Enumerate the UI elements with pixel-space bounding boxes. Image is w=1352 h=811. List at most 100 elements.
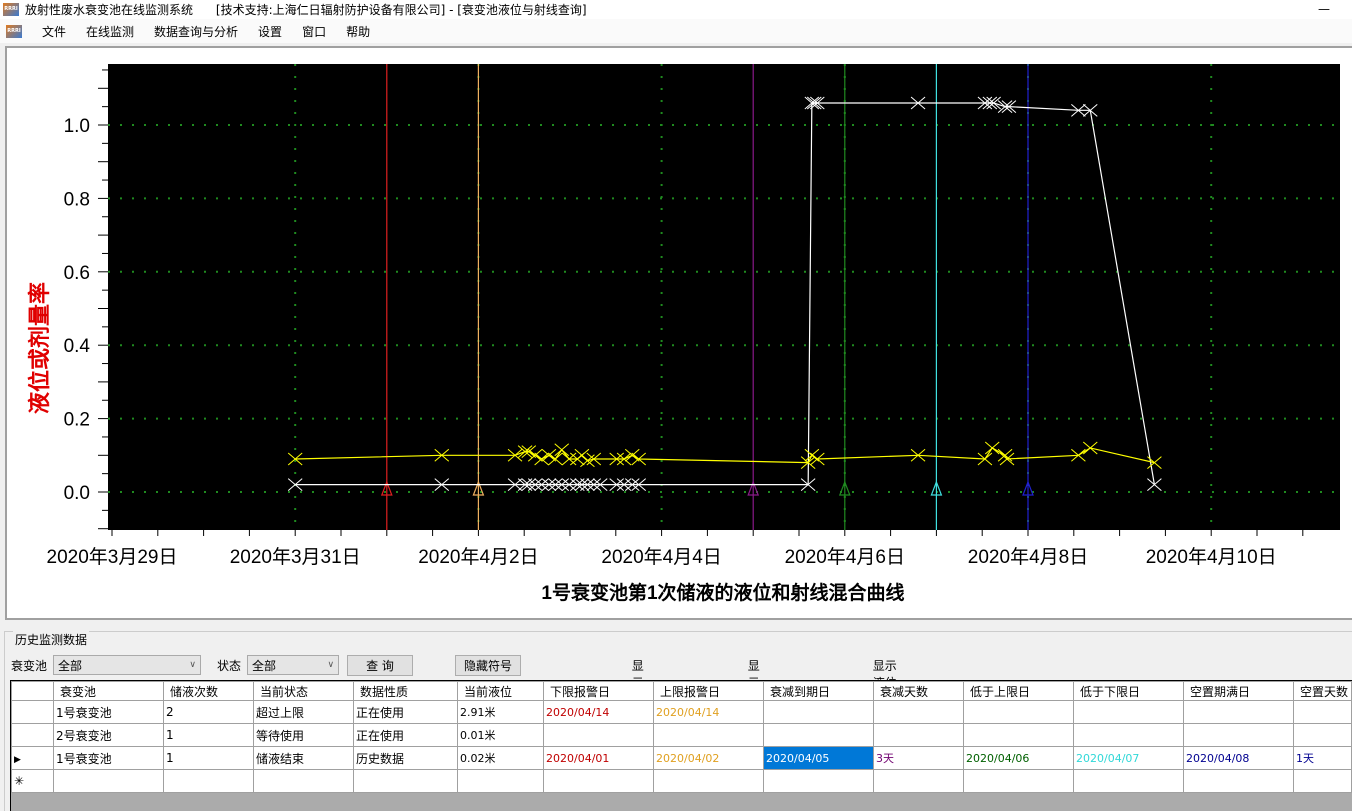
data-point-x-marker [624, 478, 640, 492]
row-header[interactable] [11, 723, 54, 747]
table-cell[interactable] [873, 700, 964, 724]
table-cell[interactable]: 2号衰变池 [53, 723, 164, 747]
table-cell[interactable]: 2020/04/05 [763, 746, 874, 770]
table-cell[interactable]: 1号衰变池 [53, 700, 164, 724]
table-cell[interactable] [653, 723, 764, 747]
table-cell[interactable] [543, 723, 654, 747]
data-point-x-marker [804, 96, 820, 110]
table-cell[interactable] [1183, 700, 1294, 724]
column-header[interactable]: 衰变池 [53, 681, 164, 701]
pool-select[interactable]: 全部 ∨ [53, 655, 202, 675]
header-row: 衰变池 储液次数 当前状态 数据性质 当前液位 下限报警日 上限报警日 衰减到期日 衰减天数 低于… [11, 681, 1352, 701]
table-cell[interactable]: 储液结束 [253, 746, 354, 770]
table-cell[interactable] [163, 769, 254, 793]
table-cell[interactable] [1293, 769, 1352, 793]
table-cell[interactable] [543, 769, 654, 793]
history-data-grid[interactable]: 衰变池 储液次数 当前状态 数据性质 当前液位 下限报警日 上限报警日 衰减到期日 衰减天数 低于… [10, 680, 1352, 811]
table-cell[interactable] [1183, 723, 1294, 747]
data-point-x-marker [910, 448, 926, 462]
table-cell[interactable]: 超过上限 [253, 700, 354, 724]
column-header[interactable]: 衰减到期日 [763, 681, 874, 701]
table-cell[interactable]: 1 [163, 723, 254, 747]
x-tick-label: 2020年3月29日 [47, 546, 178, 568]
table-cell[interactable] [457, 769, 544, 793]
table-cell[interactable] [1073, 723, 1184, 747]
menu-window[interactable]: 窗口 [302, 24, 327, 39]
table-cell[interactable]: 1 [163, 746, 254, 770]
column-header[interactable]: 低于上限日 [963, 681, 1074, 701]
table-cell[interactable]: 等待使用 [253, 723, 354, 747]
menu-settings[interactable]: 设置 [258, 24, 283, 39]
menu-bar: RRRI 文件 在线监测 数据查询与分析 设置 窗口 帮助 [0, 19, 1352, 43]
table-cell[interactable] [1293, 700, 1352, 724]
table-cell[interactable] [253, 769, 354, 793]
table-cell[interactable]: 2020/04/06 [963, 746, 1074, 770]
table-cell[interactable]: 2020/04/02 [653, 746, 764, 770]
table-cell[interactable]: 历史数据 [353, 746, 458, 770]
table-row[interactable]: 2号衰变池 1 等待使用 正在使用 0.01米 [11, 723, 1352, 747]
table-cell[interactable]: 正在使用 [353, 700, 458, 724]
table-cell[interactable] [763, 723, 874, 747]
table-cell[interactable]: 2020/04/14 [653, 700, 764, 724]
table-cell[interactable]: 0.02米 [457, 746, 544, 770]
table-cell[interactable]: 2020/04/08 [1183, 746, 1294, 770]
table-cell[interactable]: 2 [163, 700, 254, 724]
query-button[interactable]: 查 询 [347, 654, 414, 676]
column-header[interactable]: 空置期满日 [1183, 681, 1294, 701]
data-point-x-marker [434, 478, 450, 492]
data-point-x-marker [1071, 448, 1086, 462]
table-cell[interactable] [873, 723, 964, 747]
table-cell[interactable]: 3天 [873, 746, 964, 770]
menu-file[interactable]: 文件 [42, 24, 67, 39]
table-cell[interactable] [873, 769, 964, 793]
data-point-x-marker [586, 452, 602, 466]
table-cell[interactable] [1073, 700, 1184, 724]
table-cell[interactable] [353, 769, 458, 793]
mdi-child-icon[interactable]: RRRI [6, 24, 22, 38]
table-cell[interactable] [763, 700, 874, 724]
row-header[interactable] [11, 700, 54, 724]
new-row[interactable]: ✳ [11, 769, 1352, 793]
table-cell[interactable] [963, 723, 1074, 747]
column-header[interactable]: 空置天数 [1293, 681, 1352, 701]
column-header[interactable]: 衰减天数 [873, 681, 964, 701]
table-cell[interactable]: 1天 [1293, 746, 1352, 770]
menu-online-monitor[interactable]: 在线监测 [86, 24, 135, 39]
data-point-x-marker [977, 452, 993, 466]
table-cell[interactable] [1183, 769, 1294, 793]
table-cell[interactable]: 2020/04/01 [543, 746, 654, 770]
row-header[interactable]: ▶ [11, 746, 54, 770]
data-point-x-marker [561, 452, 577, 466]
table-cell[interactable]: 2.91米 [457, 700, 544, 724]
table-cell[interactable] [1073, 769, 1184, 793]
table-cell[interactable] [763, 769, 874, 793]
menu-help[interactable]: 帮助 [346, 24, 371, 39]
column-header[interactable]: 当前状态 [253, 681, 354, 701]
table-cell[interactable]: 1号衰变池 [53, 746, 164, 770]
column-header[interactable]: 储液次数 [163, 681, 254, 701]
table-cell[interactable]: 正在使用 [353, 723, 458, 747]
data-point-x-marker [569, 478, 585, 492]
column-header[interactable]: 低于下限日 [1073, 681, 1184, 701]
table-cell[interactable]: 2020/04/14 [543, 700, 654, 724]
table-row[interactable]: 1号衰变池 2 超过上限 正在使用 2.91米 2020/04/14 2020/04/14 [11, 700, 1352, 724]
hide-symbol-button[interactable]: 隐藏符号 [455, 654, 522, 676]
table-cell[interactable] [963, 700, 1074, 724]
table-cell[interactable] [53, 769, 164, 793]
column-header[interactable]: 当前液位 [457, 681, 544, 701]
menu-data-query[interactable]: 数据查询与分析 [154, 24, 239, 39]
column-header[interactable]: 数据性质 [353, 681, 458, 701]
data-point-x-marker [616, 478, 632, 492]
table-row[interactable]: ▶ 1号衰变池 1 储液结束 历史数据 0.02米 2020/04/01 2020/04/02… [11, 746, 1352, 770]
column-header[interactable]: 上限报警日 [653, 681, 764, 701]
table-cell[interactable]: 0.01米 [457, 723, 544, 747]
status-select[interactable]: 全部 ∨ [247, 655, 340, 675]
minimize-button[interactable]: — [1318, 2, 1330, 16]
table-cell[interactable]: 2020/04/07 [1073, 746, 1184, 770]
data-point-x-marker [534, 478, 549, 492]
data-point-x-marker [999, 452, 1015, 466]
table-cell[interactable] [963, 769, 1074, 793]
column-header[interactable]: 下限报警日 [543, 681, 654, 701]
table-cell[interactable] [1293, 723, 1352, 747]
table-cell[interactable] [653, 769, 764, 793]
